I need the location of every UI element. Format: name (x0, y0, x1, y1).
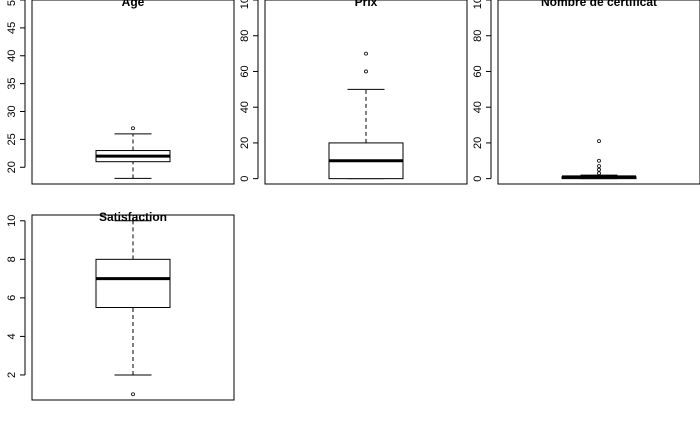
outlier-point (364, 69, 368, 74)
y-tick-label: 10 (6, 215, 18, 227)
boxplot-panel: 2 4 6 8 10 Satisfaction (6, 210, 235, 401)
y-tick-label: 35 (6, 78, 18, 90)
y-tick-label: 80 (472, 30, 484, 42)
outlier-point (131, 126, 135, 131)
y-tick-label: 0 (239, 176, 251, 182)
y-tick-label: 40 (472, 101, 484, 113)
boxplot-panel: 0 20 40 60 80 100 Nombre de certificat (472, 0, 700, 185)
plot-frame (497, 0, 700, 185)
plot-frame (31, 214, 235, 401)
outlier-point (364, 51, 368, 56)
panel-title: Prix (355, 0, 378, 9)
plot-frame (264, 0, 468, 185)
y-tick-label: 40 (239, 101, 251, 113)
y-tick-label: 20 (6, 161, 18, 173)
panel-title: Satisfaction (99, 210, 167, 224)
panel-title: Age (122, 0, 145, 9)
y-tick-label: 20 (239, 137, 251, 149)
y-tick-label: 8 (6, 256, 18, 262)
y-tick-label: 60 (239, 65, 251, 77)
boxplot-panel: 20 25 30 35 40 45 50 Age (6, 0, 235, 185)
y-tick-label: 0 (472, 176, 484, 182)
y-tick-label: 2 (6, 372, 18, 378)
y-tick-label: 60 (472, 65, 484, 77)
y-tick-label: 100 (472, 0, 484, 9)
boxplot-panel: 0 20 40 60 80 100 Prix (239, 0, 468, 185)
outlier-point (131, 392, 135, 397)
outlier-point (597, 164, 601, 169)
outlier-point (597, 158, 601, 163)
y-tick-label: 20 (472, 137, 484, 149)
y-tick-label: 6 (6, 295, 18, 301)
outlier-point (597, 139, 601, 144)
y-tick-label: 100 (239, 0, 251, 9)
y-tick-label: 25 (6, 133, 18, 145)
plot-frame (31, 0, 235, 185)
outlier-point (597, 171, 601, 176)
y-tick-label: 45 (6, 22, 18, 34)
y-tick-label: 30 (6, 105, 18, 117)
panel-title: Nombre de certificat (541, 0, 657, 9)
y-tick-label: 80 (239, 30, 251, 42)
y-tick-label: 4 (6, 333, 18, 339)
y-tick-label: 50 (6, 0, 18, 6)
y-tick-label: 40 (6, 50, 18, 62)
box-iqr (95, 258, 171, 308)
outlier-point (597, 167, 601, 172)
